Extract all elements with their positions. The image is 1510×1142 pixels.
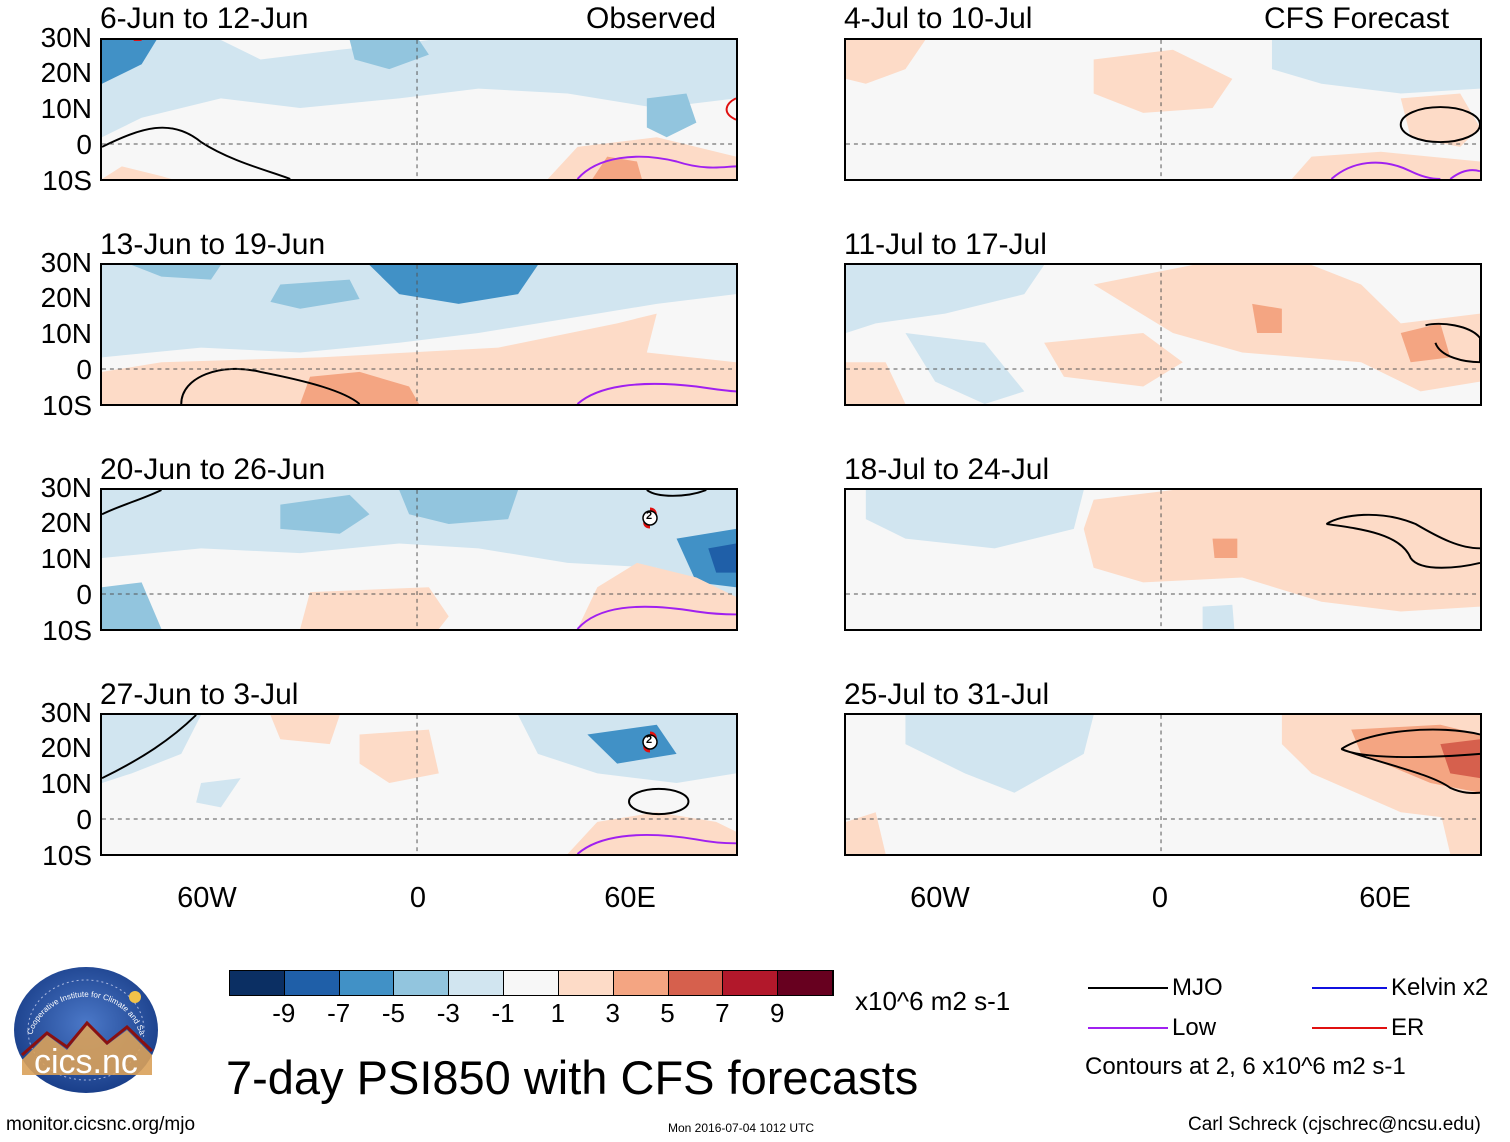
panel-title: 25-Jul to 31-Jul bbox=[844, 678, 1050, 711]
lon-label-60w: 60W bbox=[177, 882, 237, 914]
colorbar-swatch bbox=[778, 971, 833, 995]
tropical-cyclone-marker: 2 bbox=[641, 507, 659, 529]
colorbar-swatch bbox=[394, 971, 450, 995]
legend-line-mjo bbox=[1088, 987, 1168, 989]
colorbar-tick-label: -3 bbox=[436, 998, 460, 1028]
lat-label: 10N bbox=[40, 768, 92, 799]
lat-label: 20N bbox=[40, 282, 92, 313]
colorbar-swatch bbox=[504, 971, 559, 995]
lon-label-60e: 60E bbox=[604, 882, 656, 914]
lat-label: 20N bbox=[40, 732, 92, 763]
colorbar-swatch bbox=[613, 971, 669, 995]
map-panel-observed-6jun bbox=[100, 38, 738, 181]
lat-label: 10S bbox=[42, 840, 92, 871]
colorbar-swatch bbox=[230, 971, 285, 995]
lat-label: 10S bbox=[42, 165, 92, 196]
lon-label-60e: 60E bbox=[1359, 882, 1411, 914]
colorbar-tick-label: 7 bbox=[715, 998, 730, 1028]
lat-label: 10N bbox=[40, 318, 92, 349]
colorbar-swatch bbox=[723, 971, 779, 995]
map-panel-forecast-18jul bbox=[844, 488, 1482, 631]
colorbar-tick-label: 3 bbox=[605, 998, 620, 1028]
colorbar-tick-label: -7 bbox=[327, 998, 351, 1028]
colorbar-swatch bbox=[284, 971, 340, 995]
panel-title: 18-Jul to 24-Jul bbox=[844, 453, 1050, 486]
footer-url[interactable]: monitor.cicsnc.org/mjo bbox=[6, 1114, 196, 1135]
panel-title: 27-Jun to 3-Jul bbox=[100, 678, 299, 711]
map-panel-forecast-4jul bbox=[844, 38, 1482, 181]
map-panel-forecast-25jul bbox=[844, 713, 1482, 856]
legend-line-er bbox=[1312, 1027, 1387, 1029]
colorbar-tick-label: -5 bbox=[381, 998, 406, 1028]
panel-title: 11-Jul to 17-Jul bbox=[844, 228, 1047, 261]
colorbar-tick-label: -1 bbox=[491, 998, 515, 1028]
lat-label: 20N bbox=[40, 57, 92, 88]
map-panel-forecast-11jul bbox=[844, 263, 1482, 406]
lat-label: 10S bbox=[42, 390, 92, 421]
colorbar bbox=[229, 970, 834, 996]
colorbar-tick-label: 1 bbox=[550, 998, 566, 1028]
lat-label: 0 bbox=[76, 129, 92, 160]
panel-title: 4-Jul to 10-Jul bbox=[844, 2, 1033, 35]
cicsnc-logo: Cooperative Institute for Climate and Sa… bbox=[10, 958, 160, 1095]
colorbar-swatch bbox=[449, 971, 505, 995]
tropical-cyclone-marker: 2 bbox=[641, 731, 659, 753]
legend-label-mjo: MJO bbox=[1172, 974, 1223, 1001]
lat-label: 30N bbox=[40, 247, 92, 278]
panel-title: 6-Jun to 12-Jun bbox=[100, 2, 309, 35]
colorbar-tick-label: 5 bbox=[660, 998, 675, 1028]
lat-label: 0 bbox=[76, 804, 92, 835]
panel-title: 20-Jun to 26-Jun bbox=[100, 453, 326, 486]
lat-label: 30N bbox=[40, 472, 92, 503]
lat-label: 10N bbox=[40, 93, 92, 124]
legend-label-kelvin: Kelvin x2 bbox=[1391, 974, 1489, 1001]
lat-label: 30N bbox=[40, 697, 92, 728]
map-panel-observed-27jun bbox=[100, 713, 738, 856]
lon-label-60w: 60W bbox=[910, 882, 970, 914]
colorbar-swatch bbox=[558, 971, 614, 995]
lat-label: 0 bbox=[76, 354, 92, 385]
panel-label-cfs-forecast: CFS Forecast bbox=[1264, 2, 1450, 35]
panel-label-observed: Observed bbox=[586, 2, 717, 35]
lat-label: 30N bbox=[40, 22, 92, 53]
footer-author: Carl Schreck (cjschrec@ncsu.edu) bbox=[1188, 1114, 1481, 1135]
tc-number: 2 bbox=[646, 734, 653, 746]
colorbar-swatch bbox=[339, 971, 395, 995]
map-panel-observed-13jun bbox=[100, 263, 738, 406]
contours-note: Contours at 2, 6 x10^6 m2 s-1 bbox=[1085, 1053, 1406, 1080]
lat-label: 0 bbox=[76, 579, 92, 610]
legend-label-low: Low bbox=[1172, 1014, 1217, 1041]
colorbar-units: x10^6 m2 s-1 bbox=[855, 986, 1011, 1016]
footer-timestamp: Mon 2016-07-04 1012 UTC bbox=[668, 1121, 815, 1135]
lat-label: 10S bbox=[42, 615, 92, 646]
map-panel-observed-20jun bbox=[100, 488, 738, 631]
legend-line-kelvin bbox=[1312, 987, 1387, 989]
colorbar-tick-label: -9 bbox=[272, 998, 296, 1028]
colorbar-tick-label: 9 bbox=[769, 998, 785, 1028]
panel-title: 13-Jun to 19-Jun bbox=[100, 228, 326, 261]
legend-label-er: ER bbox=[1391, 1014, 1425, 1041]
lon-label-0: 0 bbox=[1151, 882, 1169, 914]
logo-text: cics.nc bbox=[34, 1043, 138, 1081]
lat-label: 20N bbox=[40, 507, 92, 538]
tc-number: 2 bbox=[646, 510, 653, 522]
main-title: 7-day PSI850 with CFS forecasts bbox=[226, 1051, 919, 1104]
colorbar-swatch bbox=[668, 971, 724, 995]
lat-label: 10N bbox=[40, 543, 92, 574]
lon-label-0: 0 bbox=[409, 882, 427, 914]
legend-line-low bbox=[1088, 1027, 1168, 1029]
